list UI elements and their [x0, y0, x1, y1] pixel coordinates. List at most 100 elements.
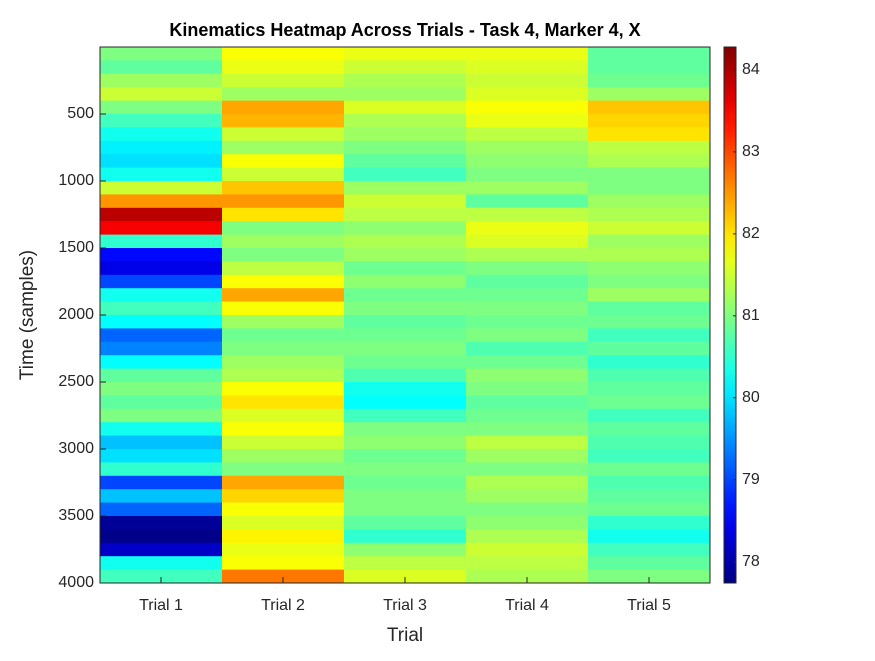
heatmap-cell [466, 114, 589, 128]
heatmap-cell [100, 261, 223, 276]
heatmap-cell [100, 475, 223, 490]
heatmap-cell [466, 87, 589, 102]
heatmap-cell [222, 315, 345, 329]
heatmap-cell [222, 127, 345, 142]
heatmap-cell [222, 502, 345, 517]
heatmap-cell [222, 382, 345, 396]
y-tick-label: 3500 [58, 507, 94, 524]
heatmap-cell [588, 408, 711, 423]
heatmap-cell [588, 422, 711, 437]
heatmap-cell [222, 462, 345, 477]
heatmap-cell [344, 462, 467, 477]
x-tick-label: Trial 5 [627, 597, 671, 614]
heatmap-cell [466, 315, 589, 329]
heatmap-cell [588, 234, 711, 249]
heatmap-cell [100, 489, 223, 504]
heatmap-cell [344, 315, 467, 329]
heatmap-cell [466, 449, 589, 463]
heatmap-cell [588, 73, 711, 88]
heatmap-cell [222, 516, 345, 530]
heatmap-cell [588, 502, 711, 517]
heatmap-cell [466, 408, 589, 423]
heatmap-cell [588, 382, 711, 396]
heatmap-cell [344, 556, 467, 571]
heatmap-cell [100, 341, 223, 356]
heatmap-cell [100, 140, 223, 155]
colorbar-tick-label: 82 [742, 225, 760, 242]
heatmap-cell [222, 569, 345, 584]
heatmap-cell [344, 408, 467, 423]
heatmap-cell [466, 234, 589, 249]
heatmap-cell [588, 556, 711, 571]
heatmap-cell [100, 167, 223, 182]
heatmap-cell [222, 408, 345, 423]
x-axis-label: Trial [387, 625, 423, 646]
heatmap-cell [222, 449, 345, 463]
heatmap-cell [588, 542, 711, 557]
heatmap-cell [344, 248, 467, 262]
heatmap-cell [588, 248, 711, 262]
heatmap-cell [466, 475, 589, 490]
heatmap-cell [466, 154, 589, 169]
heatmap-cell [588, 341, 711, 356]
heatmap-cell [344, 569, 467, 584]
heatmap-cell [222, 181, 345, 195]
heatmap-cell [100, 516, 223, 530]
heatmap-cell [222, 154, 345, 169]
heatmap-cell [344, 47, 467, 61]
heatmap-cell [466, 489, 589, 504]
heatmap-cell [588, 154, 711, 169]
heatmap-cell [466, 529, 589, 544]
heatmap-cell [344, 181, 467, 195]
heatmap-cell [222, 341, 345, 356]
y-tick-label: 3000 [58, 440, 94, 457]
heatmap-cell [588, 462, 711, 477]
heatmap-cell [344, 60, 467, 75]
heatmap-cell [466, 167, 589, 182]
heatmap-cell [466, 422, 589, 437]
heatmap-cell [344, 154, 467, 169]
heatmap-cell [466, 100, 589, 115]
heatmap-cell [588, 315, 711, 329]
heatmap-cell [100, 47, 223, 61]
heatmap-cell [100, 435, 223, 450]
x-tick-label: Trial 1 [139, 597, 183, 614]
heatmap-cell [222, 475, 345, 490]
heatmap-cell [466, 248, 589, 262]
heatmap-cell [466, 288, 589, 303]
x-tick-label: Trial 4 [505, 597, 549, 614]
heatmap-cell [222, 556, 345, 571]
heatmap-cell [344, 382, 467, 396]
heatmap-cell [344, 449, 467, 463]
heatmap-cell [344, 355, 467, 370]
heatmap-cell [588, 167, 711, 182]
heatmap-cell [222, 207, 345, 222]
heatmap-cell [588, 395, 711, 410]
heatmap-cell [344, 167, 467, 182]
heatmap-cell [344, 542, 467, 557]
heatmap-cell [100, 154, 223, 169]
heatmap-cell [588, 489, 711, 504]
heatmap-cell [588, 87, 711, 102]
heatmap-cell [588, 288, 711, 303]
heatmap-cell [222, 100, 345, 115]
heatmap-cell [100, 502, 223, 517]
heatmap-cell [100, 248, 223, 262]
heatmap-cell [344, 435, 467, 450]
heatmap-cell [588, 221, 711, 236]
heatmap-cell [344, 140, 467, 155]
heatmap-cell [100, 234, 223, 249]
heatmap-cell [100, 194, 223, 209]
heatmap-cell [466, 462, 589, 477]
colorbar-tick-label: 83 [742, 143, 760, 160]
heatmap-cell [100, 114, 223, 128]
heatmap-cell [100, 382, 223, 396]
heatmap-cell [466, 73, 589, 88]
heatmap-cell [588, 194, 711, 209]
heatmap-cell [222, 395, 345, 410]
heatmap-cell [222, 368, 345, 383]
heatmap-cell [344, 341, 467, 356]
heatmap-cell [466, 301, 589, 316]
y-tick-label: 1000 [58, 172, 94, 189]
